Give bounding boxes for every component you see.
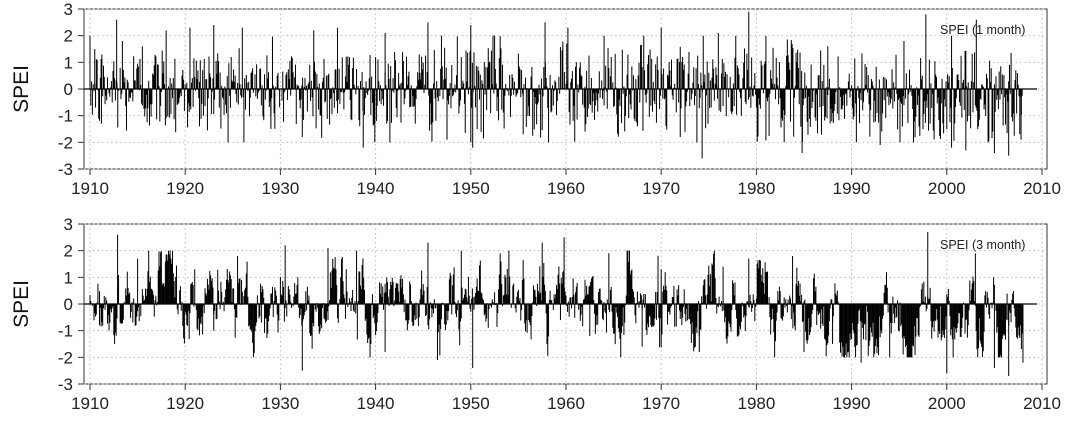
y-tick-label: -1 — [58, 322, 73, 341]
x-tick-label: 1940 — [357, 394, 395, 413]
y-tick-label: -1 — [58, 107, 73, 126]
x-tick-label: 2000 — [928, 179, 966, 198]
x-tick-label: 1930 — [261, 179, 299, 198]
x-tick-label: 2010 — [1023, 394, 1061, 413]
y-tick-label: 1 — [64, 268, 73, 287]
y-tick-label: 2 — [64, 242, 73, 261]
y-tick-label: -2 — [58, 133, 73, 152]
y-tick-label: 1 — [64, 53, 73, 72]
y-tick-label: 0 — [64, 80, 73, 99]
y-tick-label: 3 — [64, 215, 73, 234]
x-tick-label: 1960 — [547, 179, 585, 198]
panel-spei-3-month: SPEI SPEI (3 month) 3 2 1 0 -1 -2 -3 1910 1920 1… — [10, 215, 1061, 413]
x-tick-label: 1920 — [166, 394, 204, 413]
x-tick-label: 1960 — [547, 394, 585, 413]
panel-spei-1-month: SPEI SPEI (1 month) 3 2 1 0 -1 -2 -3 1910 1920 1… — [10, 0, 1061, 198]
series-annotation: SPEI (3 month) — [940, 238, 1025, 252]
series-annotation: SPEI (1 month) — [940, 23, 1025, 37]
x-tick-label: 1990 — [833, 179, 871, 198]
y-axis-title: SPEI — [10, 280, 33, 328]
y-tick-label: -3 — [58, 375, 73, 394]
x-tick-label: 1950 — [452, 394, 490, 413]
x-tick-label: 1940 — [357, 179, 395, 198]
x-tick-label: 1970 — [642, 179, 680, 198]
x-tick-label: 1990 — [833, 394, 871, 413]
x-tick-label: 1950 — [452, 179, 490, 198]
spei-3-month-bars — [89, 232, 1024, 376]
x-tick-label: 1930 — [261, 394, 299, 413]
x-tick-label: 1970 — [642, 394, 680, 413]
x-tick-label: 2000 — [928, 394, 966, 413]
y-tick-label: 2 — [64, 27, 73, 46]
y-tick-label: 3 — [64, 0, 73, 19]
x-tick-label: 1980 — [737, 179, 775, 198]
y-axis-title: SPEI — [10, 65, 33, 113]
x-tick-label: 1910 — [71, 394, 109, 413]
x-tick-label: 1910 — [71, 179, 109, 198]
y-tick-label: 0 — [64, 295, 73, 314]
spei-1-month-bars — [89, 11, 1023, 159]
y-tick-label: -3 — [58, 160, 73, 179]
y-tick-label: -2 — [58, 348, 73, 367]
x-tick-label: 2010 — [1023, 179, 1061, 198]
x-tick-label: 1920 — [166, 179, 204, 198]
x-tick-label: 1980 — [737, 394, 775, 413]
